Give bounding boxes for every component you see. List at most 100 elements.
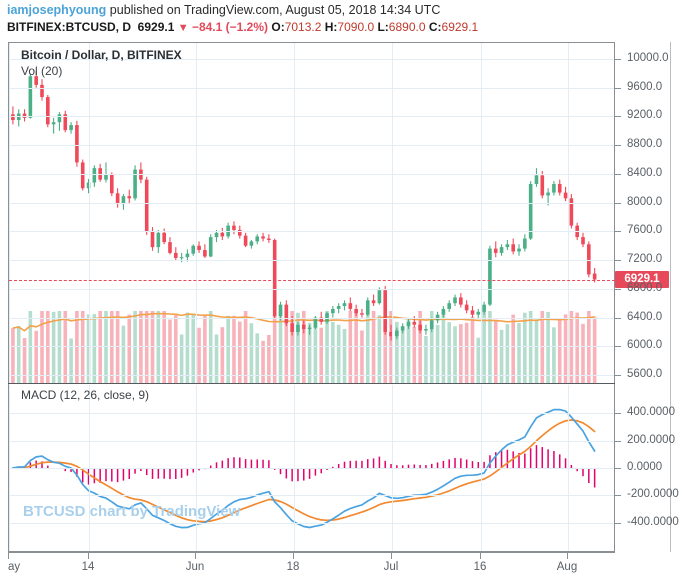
candle-body	[220, 232, 225, 237]
axis-tick	[615, 495, 621, 496]
candle-body	[40, 84, 44, 98]
chart-header: iamjosephyoung published on TradingView.…	[0, 0, 685, 42]
volume-bar	[365, 311, 370, 383]
volume-bar	[389, 311, 393, 383]
change-value: −84.1 (−1.2%)	[191, 20, 269, 34]
price-axis[interactable]: 6929.1 10000.0 9600.0 9200.0 8800.0 8400.0 80…	[615, 42, 685, 552]
candlestick-series	[11, 71, 597, 383]
volume-bar	[139, 311, 143, 383]
time-axis-label: 16	[473, 561, 487, 573]
candle-body	[447, 303, 452, 309]
open-key: O:	[271, 20, 285, 34]
volume-bar	[237, 321, 242, 383]
price-axis-divider	[670, 42, 671, 552]
macd-pane[interactable]: MACD (12, 26, close, 9) BTCUSD chart by …	[9, 385, 614, 551]
volume-bar	[69, 338, 73, 383]
volume-bar	[296, 312, 300, 383]
candle-body	[51, 122, 56, 125]
time-axis-label: Jul	[383, 561, 399, 573]
gridline	[9, 231, 614, 232]
volume-bar	[173, 315, 178, 383]
volume-bar	[488, 311, 492, 383]
volume-bar	[377, 315, 382, 383]
volume-bar	[575, 312, 579, 383]
volume-bar	[336, 324, 341, 383]
candle-body	[278, 304, 283, 317]
candle-body	[261, 236, 265, 239]
volume-bar	[28, 311, 33, 383]
gridline	[392, 385, 393, 551]
volume-bar	[523, 312, 527, 383]
volume-bar	[46, 311, 50, 383]
candle-body	[150, 231, 155, 248]
volume-bar	[16, 326, 21, 383]
macd-axis-label: 200.0000	[627, 434, 675, 446]
price-axis-label: 7600.0	[627, 224, 663, 236]
candle-body	[22, 113, 27, 118]
plot-border	[8, 42, 615, 552]
volume-bar	[51, 311, 56, 383]
gridline	[9, 203, 614, 204]
candle-body	[80, 162, 85, 189]
macd-series	[12, 408, 596, 529]
candle-body	[412, 321, 417, 325]
volume-bar	[435, 325, 440, 383]
candle-body	[290, 323, 294, 332]
candle-body	[331, 308, 335, 314]
volume-bar	[133, 311, 137, 383]
time-tick	[480, 553, 481, 559]
time-tick	[567, 553, 568, 559]
price-pane[interactable]: Bitcoin / Dollar, D, BITFINEX Vol (20)	[9, 43, 614, 384]
gridline	[9, 145, 614, 146]
candle-body	[441, 308, 446, 315]
volume-bar	[505, 324, 510, 383]
candle-body	[342, 303, 347, 307]
pane-separator[interactable]	[8, 383, 615, 384]
volume-bar	[493, 319, 498, 383]
axis-tick	[615, 468, 621, 469]
time-axis-label: Aug	[556, 561, 578, 573]
time-tick	[8, 553, 9, 559]
volume-bar	[429, 311, 434, 383]
price-axis-label: 6400.0	[627, 311, 663, 323]
candle-body	[499, 247, 504, 253]
candle-body	[115, 193, 120, 205]
volume-bar	[290, 311, 294, 383]
gridline	[9, 413, 614, 414]
gridline	[9, 523, 614, 524]
volume-bar	[121, 325, 126, 383]
volume-bar	[441, 311, 446, 383]
volume-bar	[86, 314, 91, 383]
candle-body	[86, 182, 91, 189]
gridline	[568, 385, 569, 551]
volume-bar	[40, 311, 44, 383]
volume-ma-line	[12, 312, 595, 332]
axis-tick	[615, 231, 621, 232]
volume-bar	[63, 311, 68, 383]
gridline	[89, 385, 90, 551]
candle-body	[92, 168, 97, 183]
volume-bar	[185, 312, 190, 383]
candle-body	[348, 303, 353, 309]
username-link[interactable]: iamjosephyoung	[7, 3, 107, 17]
volume-bar	[144, 311, 149, 383]
gridline	[89, 43, 90, 384]
volume-bar	[162, 311, 166, 383]
macd-line	[12, 408, 596, 529]
candle-body	[11, 114, 15, 121]
time-axis[interactable]: ay 14 Jun 18 Jul 16 Aug	[8, 552, 615, 580]
volume-bar	[569, 311, 574, 383]
volume-bar	[92, 314, 97, 383]
volume-bar	[261, 340, 265, 383]
candle-body	[75, 125, 79, 163]
gridline	[9, 468, 614, 469]
volume-bar	[581, 323, 585, 383]
gridline	[481, 43, 482, 384]
volume-bar	[307, 322, 312, 383]
volume-bar	[592, 316, 597, 383]
price-axis-label: 9600.0	[627, 81, 663, 93]
volume-bar	[499, 329, 504, 383]
symbol-label[interactable]: BITFINEX:BTCUSD, D	[7, 20, 131, 34]
candle-body	[208, 237, 213, 257]
volume-bar	[267, 334, 271, 383]
